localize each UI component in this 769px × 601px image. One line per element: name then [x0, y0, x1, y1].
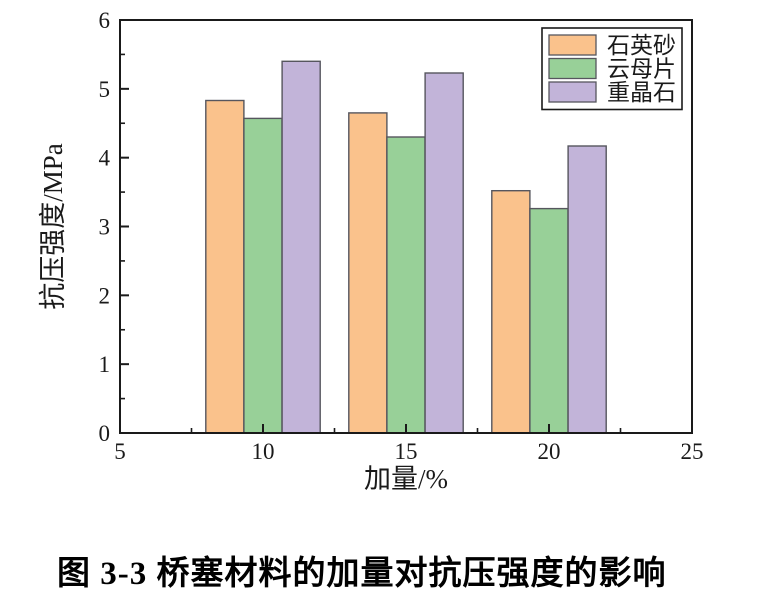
bar-云母片-10: [243, 117, 283, 434]
bar-云母片-20: [529, 207, 569, 434]
plot-border: [119, 19, 693, 434]
bar-重晶石-10: [281, 60, 321, 434]
y-tick-label: 6: [99, 8, 111, 33]
bar-云母片-15: [386, 136, 426, 434]
bar-石英砂-15: [348, 112, 388, 434]
figure-caption: 图 3-3 桥塞材料的加量对抗压强度的影响: [57, 556, 667, 592]
x-tick-label: 25: [681, 439, 704, 464]
x-axis-label: 加量/%: [364, 464, 448, 494]
x-tick-label: 20: [538, 439, 561, 464]
legend-label-云母片: 云母片: [607, 57, 676, 82]
legend-swatch-云母片: [548, 57, 597, 80]
y-tick-label: 0: [99, 421, 111, 446]
bar-重晶石-15: [424, 72, 464, 434]
x-tick-label: 10: [252, 439, 275, 464]
y-tick-label: 3: [99, 215, 111, 240]
bar-石英砂-10: [205, 99, 245, 434]
y-tick-label: 5: [99, 77, 111, 102]
x-tick-label: 15: [395, 439, 418, 464]
legend-label-石英砂: 石英砂: [607, 33, 676, 58]
y-tick-label: 2: [99, 283, 111, 308]
bar-chart: 5 10 15 20 25 0 1 2 3 4 5 6 加量/% 抗压强度/MPa 石英砂 云母片 重晶石: [38, 8, 704, 494]
legend-swatch-石英砂: [548, 34, 597, 56]
y-tick-label: 1: [99, 352, 111, 377]
bar-石英砂-20: [491, 189, 531, 434]
bar-重晶石-20: [567, 145, 607, 434]
x-tick-label: 5: [114, 439, 126, 464]
y-axis-label: 抗压强度/MPa: [38, 143, 68, 310]
legend-swatch-重晶石: [548, 81, 597, 103]
y-tick-label: 4: [99, 146, 111, 171]
legend-label-重晶石: 重晶石: [607, 80, 676, 105]
